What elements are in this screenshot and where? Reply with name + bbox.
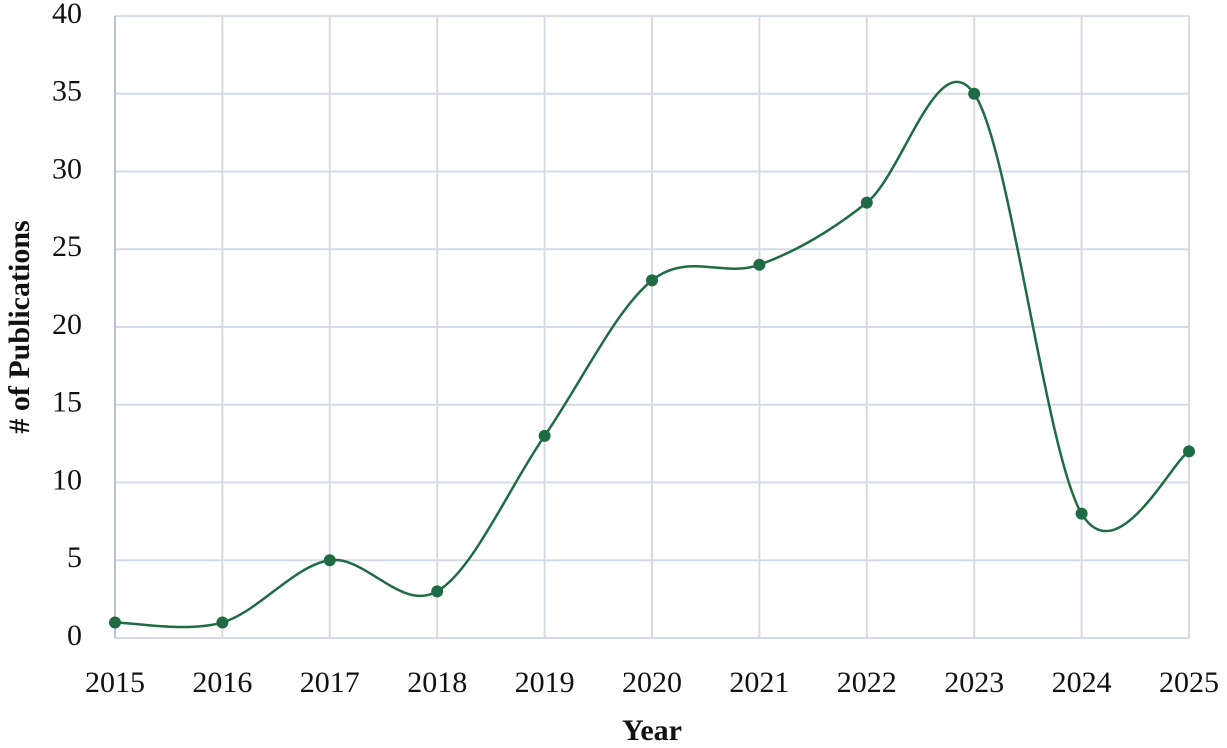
point [860, 196, 873, 209]
y-tick-label: 20 [52, 308, 82, 341]
y-tick-label: 35 [52, 75, 82, 108]
y-tick-label: 15 [52, 386, 82, 419]
point [323, 554, 336, 567]
y-tick-label: 40 [52, 0, 82, 30]
x-tick-label: 2017 [300, 666, 360, 699]
point [109, 616, 121, 629]
x-tick-label: 2024 [1052, 666, 1112, 699]
x-tick-label: 2022 [837, 666, 897, 699]
y-tick-label: 30 [52, 152, 82, 185]
x-tick-label: 2018 [407, 666, 467, 699]
x-tick-label: 2021 [729, 666, 789, 699]
x-tick-label: 2023 [944, 666, 1004, 699]
x-tick-label: 2015 [85, 666, 145, 699]
point [216, 616, 229, 629]
point [753, 258, 766, 271]
y-tick-label: 0 [67, 619, 82, 652]
x-tick-label: 2016 [192, 666, 252, 699]
point [646, 274, 658, 287]
y-tick-label: 10 [52, 463, 82, 496]
x-tick-label: 2020 [622, 666, 682, 699]
x-axis-title: Year [622, 714, 682, 747]
y-axis-title: # of Publications [3, 220, 36, 433]
point [1183, 445, 1195, 458]
point [431, 585, 444, 598]
y-tick-label: 5 [67, 541, 82, 574]
point [968, 87, 981, 100]
x-tick-label: 2025 [1159, 666, 1219, 699]
point [1075, 507, 1088, 520]
x-tick-label: 2019 [515, 666, 575, 699]
y-tick-label: 25 [52, 230, 82, 263]
point [538, 429, 551, 442]
